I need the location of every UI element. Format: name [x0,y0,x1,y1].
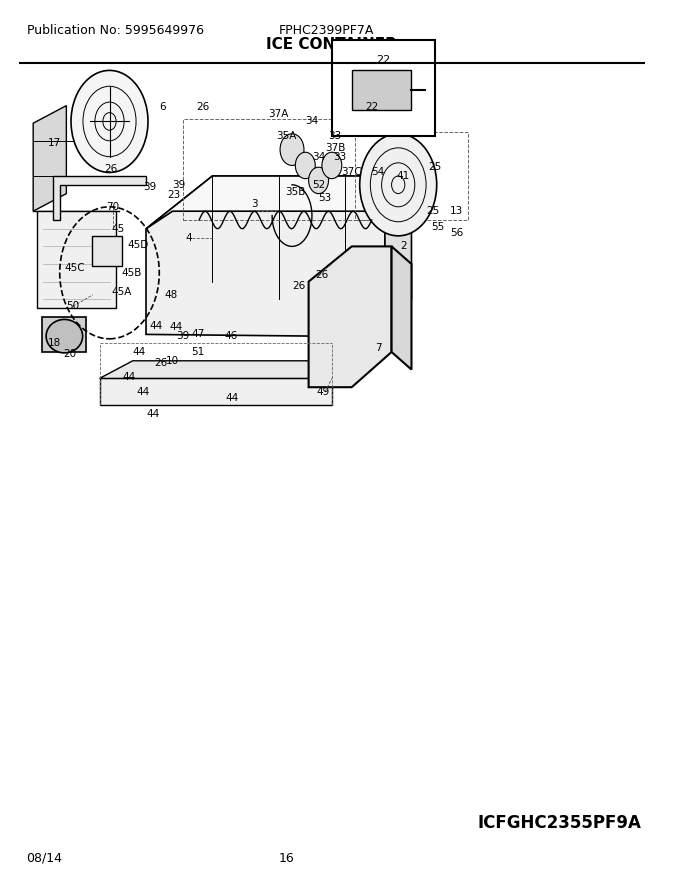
Text: 2: 2 [401,241,407,252]
Text: 44: 44 [150,320,163,331]
Circle shape [309,167,328,194]
Text: 34: 34 [312,151,325,162]
Text: 25: 25 [426,206,439,216]
Text: 39: 39 [176,331,189,341]
Text: 3: 3 [251,199,258,209]
Text: 33: 33 [333,151,346,162]
Text: 35B: 35B [285,187,305,197]
Text: 7: 7 [375,342,381,353]
FancyBboxPatch shape [332,40,435,136]
Text: 08/14: 08/14 [27,852,63,864]
Ellipse shape [46,319,83,353]
Text: 26: 26 [292,281,305,291]
Text: 70: 70 [106,202,120,212]
Text: Publication No: 5995649976: Publication No: 5995649976 [27,25,203,37]
Text: 39: 39 [143,181,156,192]
Text: 22: 22 [366,102,379,113]
Text: 52: 52 [312,180,325,190]
Text: 51: 51 [191,347,205,357]
Text: ICFGHC2355PF9A: ICFGHC2355PF9A [478,814,642,832]
Polygon shape [385,176,411,299]
Text: 54: 54 [372,166,385,177]
Text: 45A: 45A [112,287,132,297]
Text: 4: 4 [186,232,192,243]
Circle shape [360,134,437,236]
Text: 53: 53 [319,193,332,203]
Text: 45D: 45D [127,239,149,250]
Text: 13: 13 [450,206,463,216]
Text: 33: 33 [328,131,342,142]
Text: 44: 44 [123,371,136,382]
Text: 22: 22 [376,55,390,64]
Polygon shape [392,246,411,370]
Polygon shape [41,317,86,352]
Text: FPHC2399PF7A: FPHC2399PF7A [279,25,374,37]
Text: 10: 10 [166,356,179,366]
Text: 47: 47 [191,329,205,340]
Text: 34: 34 [305,116,318,127]
Text: 44: 44 [226,392,239,403]
Polygon shape [37,211,116,308]
Text: 37B: 37B [325,143,345,153]
Text: 37A: 37A [269,109,289,120]
Bar [352,70,411,110]
Text: 44: 44 [133,347,146,357]
Polygon shape [99,361,365,378]
Polygon shape [33,106,67,211]
Text: 44: 44 [136,386,150,397]
Text: ICE CONTAINER: ICE CONTAINER [267,36,397,52]
Circle shape [295,152,316,179]
Text: 44: 44 [146,408,159,419]
Polygon shape [99,378,332,405]
Text: 45B: 45B [121,268,141,278]
Text: 23: 23 [167,190,180,201]
Text: 49: 49 [317,386,330,397]
FancyBboxPatch shape [92,236,122,266]
Text: 41: 41 [396,171,409,181]
Text: 35A: 35A [277,131,297,142]
Text: 46: 46 [224,331,237,341]
Text: 26: 26 [154,357,167,368]
Text: 26: 26 [104,164,118,174]
Text: 26: 26 [316,269,328,280]
Text: 37C: 37C [341,166,362,177]
Text: 48: 48 [165,290,178,300]
Text: 6: 6 [159,102,166,113]
Text: 50: 50 [67,301,80,312]
Circle shape [322,152,342,179]
Text: 45C: 45C [64,263,84,274]
Polygon shape [53,176,146,220]
Text: 26: 26 [196,102,209,113]
Polygon shape [309,246,392,387]
Text: 25: 25 [428,162,441,172]
Text: 18: 18 [48,338,61,348]
Text: 16: 16 [279,852,294,864]
Text: 39: 39 [173,180,186,190]
Text: 17: 17 [48,137,61,148]
Text: 45: 45 [112,224,124,234]
Text: 20: 20 [63,348,76,359]
Circle shape [280,134,304,165]
Text: 55: 55 [431,222,445,232]
Text: 44: 44 [169,322,182,333]
Circle shape [71,70,148,172]
Polygon shape [146,176,411,229]
Polygon shape [146,176,385,336]
Text: 56: 56 [450,228,463,238]
